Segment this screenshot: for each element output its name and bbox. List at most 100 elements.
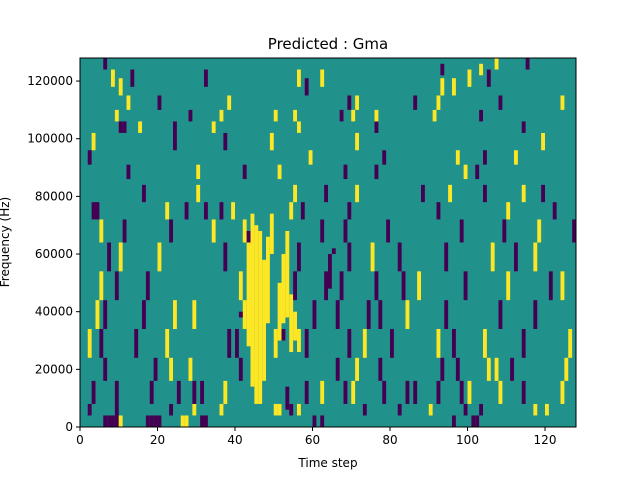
heatmap-high-cell bbox=[533, 403, 538, 416]
heatmap-low-cell bbox=[347, 202, 352, 220]
heatmap-low-cell bbox=[374, 164, 379, 180]
heatmap-low-cell bbox=[204, 415, 208, 427]
heatmap-high-cell bbox=[99, 271, 104, 301]
heatmap-low-cell bbox=[312, 415, 317, 427]
heatmap-high-cell bbox=[269, 132, 274, 151]
heatmap-low-cell bbox=[153, 415, 158, 427]
heatmap-low-cell bbox=[126, 164, 131, 180]
heatmap-low-cell bbox=[281, 328, 286, 341]
heatmap-low-cell bbox=[328, 254, 332, 289]
heatmap-low-cell bbox=[444, 242, 449, 272]
heatmap-low-cell bbox=[219, 202, 224, 220]
heatmap-low-cell bbox=[479, 403, 484, 416]
heatmap-low-cell bbox=[130, 69, 135, 87]
heatmap-low-cell bbox=[149, 415, 154, 427]
heatmap-low-cell bbox=[366, 300, 371, 329]
heatmap-high-cell bbox=[355, 184, 360, 203]
heatmap-low-cell bbox=[204, 202, 208, 220]
y-axis: 0 20000 40000 60000 80000 100000 120000 bbox=[27, 74, 80, 434]
heatmap-low-cell bbox=[339, 109, 344, 122]
heatmap-high-cell bbox=[192, 300, 197, 329]
heatmap-low-cell bbox=[304, 78, 309, 96]
heatmap-low-cell bbox=[142, 184, 146, 203]
y-tick-label: 0 bbox=[65, 420, 73, 434]
heatmap-band-cell bbox=[262, 259, 267, 381]
heatmap-low-cell bbox=[452, 415, 456, 427]
heatmap-low-cell bbox=[382, 380, 387, 404]
heatmap-high-cell bbox=[320, 380, 325, 404]
heatmap-high-cell bbox=[111, 69, 115, 87]
heatmap-high-cell bbox=[250, 357, 255, 381]
heatmap-high-cell bbox=[494, 357, 499, 381]
heatmap-high-cell bbox=[320, 69, 325, 87]
heatmap-low-cell bbox=[200, 415, 205, 427]
heatmap-high-cell bbox=[192, 403, 197, 416]
heatmap-low-cell bbox=[103, 357, 108, 381]
heatmap-high-cell bbox=[417, 271, 422, 301]
heatmap-low-cell bbox=[122, 121, 127, 133]
heatmap-low-cell bbox=[157, 95, 162, 110]
heatmap-low-cell bbox=[99, 328, 104, 358]
heatmap-high-cell bbox=[560, 95, 565, 110]
heatmap-low-cell bbox=[87, 403, 92, 416]
heatmap-band-cell bbox=[281, 254, 286, 324]
heatmap-high-cell bbox=[494, 58, 499, 70]
heatmap-low-cell bbox=[339, 271, 344, 301]
heatmap-high-cell bbox=[537, 219, 542, 243]
heatmap-high-cell bbox=[297, 121, 301, 133]
heatmap-low-cell bbox=[173, 121, 177, 133]
heatmap-high-cell bbox=[568, 328, 573, 358]
heatmap-high-cell bbox=[297, 403, 301, 416]
heatmap-low-cell bbox=[436, 202, 441, 220]
heatmap-high-cell bbox=[273, 328, 278, 358]
heatmap-cells bbox=[87, 58, 577, 427]
heatmap-high-cell bbox=[355, 95, 360, 110]
heatmap-high-cell bbox=[436, 95, 441, 110]
heatmap-high-cell bbox=[118, 78, 123, 96]
heatmap-low-cell bbox=[548, 271, 553, 301]
heatmap-band-cell bbox=[266, 236, 270, 324]
heatmap-high-cell bbox=[184, 415, 189, 427]
heatmap-low-cell bbox=[320, 219, 325, 243]
heatmap-low-cell bbox=[103, 58, 108, 70]
heatmap-low-cell bbox=[242, 164, 247, 180]
heatmap-high-cell bbox=[467, 69, 472, 87]
heatmap-low-cell bbox=[436, 380, 441, 404]
heatmap-low-cell bbox=[413, 95, 418, 110]
heatmap-high-cell bbox=[277, 403, 282, 416]
heatmap-low-cell bbox=[525, 58, 530, 70]
heatmap-high-cell bbox=[219, 403, 224, 416]
heatmap-low-cell bbox=[440, 63, 445, 76]
heatmap-low-cell bbox=[347, 95, 352, 110]
heatmap-high-cell bbox=[165, 328, 170, 358]
heatmap-high-cell bbox=[362, 328, 367, 358]
heatmap-low-cell bbox=[227, 328, 232, 358]
heatmap-band-cell bbox=[258, 230, 263, 404]
heatmap-low-cell bbox=[475, 415, 480, 427]
heatmap-high-cell bbox=[169, 357, 174, 381]
heatmap-low-cell bbox=[335, 357, 340, 381]
heatmap-low-cell bbox=[521, 380, 526, 404]
heatmap-high-cell bbox=[498, 380, 503, 404]
heatmap-low-cell bbox=[153, 357, 158, 381]
heatmap-low-cell bbox=[188, 109, 193, 122]
heatmap-high-cell bbox=[564, 357, 569, 381]
heatmap-high-cell bbox=[118, 415, 123, 427]
heatmap-high-cell bbox=[479, 63, 484, 76]
heatmap-low-cell bbox=[440, 357, 445, 381]
x-tick-label: 0 bbox=[76, 433, 84, 447]
heatmap-low-cell bbox=[510, 357, 515, 381]
heatmap-high-cell bbox=[126, 95, 131, 110]
y-tick-label: 40000 bbox=[35, 305, 73, 319]
heatmap-low-cell bbox=[320, 415, 325, 427]
heatmap-high-cell bbox=[405, 300, 410, 329]
heatmap-high-cell bbox=[273, 109, 278, 122]
heatmap-high-cell bbox=[211, 121, 216, 133]
heatmap-high-cell bbox=[432, 109, 437, 122]
heatmap-low-cell bbox=[238, 311, 243, 318]
heatmap-low-cell bbox=[374, 121, 379, 133]
heatmap-high-cell bbox=[297, 69, 301, 87]
heatmap-high-cell bbox=[227, 95, 232, 110]
heatmap-low-cell bbox=[87, 150, 92, 165]
heatmap-high-cell bbox=[455, 150, 460, 165]
